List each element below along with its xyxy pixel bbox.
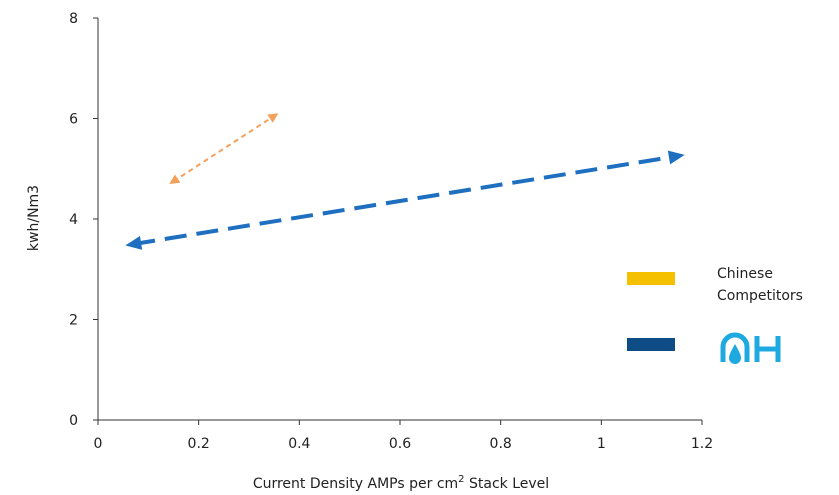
logo-arch: [720, 332, 750, 362]
x-tick-label: 0.2: [188, 436, 210, 452]
y-tick-label: 4: [69, 212, 78, 228]
series-layer: [125, 113, 685, 250]
y-ticks: 0 2 4 6 8: [69, 11, 98, 429]
axes: [97, 18, 702, 421]
logo-h: [754, 336, 781, 362]
series-line-company: [125, 150, 685, 250]
y-axis-title: kwh/Nm3: [26, 185, 42, 251]
x-tick-label: 0.8: [490, 436, 512, 452]
legend-label-line2: Competitors: [717, 288, 803, 304]
x-axis-title-sup: 2: [458, 474, 464, 485]
x-tick-label: 1: [597, 436, 606, 452]
y-tick-label: 2: [69, 313, 78, 329]
y-tick-label: 8: [69, 11, 78, 27]
x-tick-label: 1.2: [691, 436, 713, 452]
legend-swatch-chinese-competitors: [627, 272, 675, 285]
x-ticks: 0 0.2 0.4 0.6 0.8 1 1.2: [94, 420, 713, 452]
x-axis-title-suffix: Stack Level: [465, 476, 550, 492]
y-tick-label: 0: [69, 413, 78, 429]
legend-swatch-company: [627, 338, 675, 351]
x-axis-title: Current Density AMPs per cm2 Stack Level: [253, 474, 549, 492]
company-logo-icon: [720, 332, 781, 364]
x-tick-label: 0.6: [389, 436, 411, 452]
x-axis-title-main: Current Density AMPs per cm: [253, 476, 458, 492]
y-tick-label: 6: [69, 112, 78, 128]
logo-drop: [729, 344, 741, 364]
x-tick-label: 0.4: [288, 436, 310, 452]
series-line-chinese-competitors: [169, 113, 279, 185]
legend-label-line1: Chinese: [717, 266, 773, 282]
legend: Chinese Competitors: [627, 266, 803, 364]
x-tick-label: 0: [94, 436, 103, 452]
